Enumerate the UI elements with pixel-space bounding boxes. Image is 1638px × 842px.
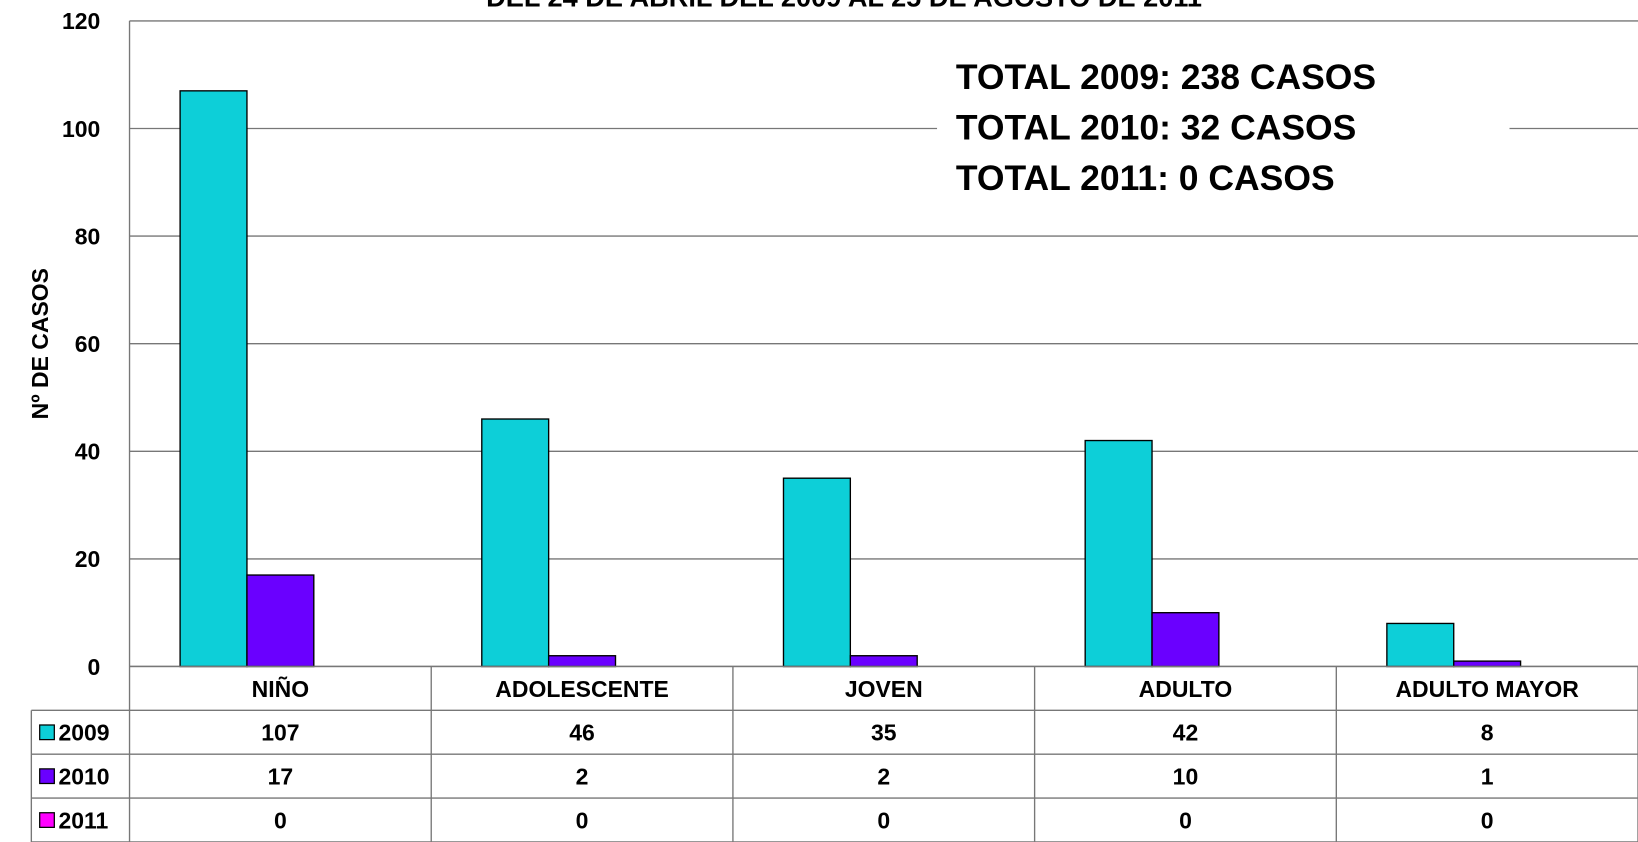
table-value: 17 xyxy=(268,764,294,790)
table-value: 0 xyxy=(576,807,589,833)
table-value: 2 xyxy=(877,764,890,790)
bar xyxy=(179,90,248,668)
y-tick-label: 120 xyxy=(62,8,100,34)
x-tick-label: ADULTO xyxy=(1139,676,1233,702)
y-tick-label: 20 xyxy=(75,546,101,572)
table-value: 107 xyxy=(261,720,299,746)
legend-swatch xyxy=(39,724,55,741)
table-value: 10 xyxy=(1173,764,1199,790)
legend-label: 2011 xyxy=(59,807,109,833)
table-value: 2 xyxy=(576,764,589,790)
legend-label: 2009 xyxy=(59,720,110,746)
bar xyxy=(1453,660,1522,668)
y-axis-label: Nº DE CASOS xyxy=(27,268,53,419)
annotation-box xyxy=(937,50,1510,201)
table-value: 42 xyxy=(1173,720,1199,746)
table-value: 0 xyxy=(1179,807,1192,833)
y-tick-label: 40 xyxy=(75,439,101,465)
table-value: 1 xyxy=(1481,764,1494,790)
y-tick-label: 80 xyxy=(75,223,101,249)
bar xyxy=(782,477,852,668)
bar xyxy=(547,655,617,668)
legend-swatch xyxy=(39,812,55,828)
bar xyxy=(1386,622,1455,668)
table-value: 0 xyxy=(877,807,890,833)
y-tick-label: 0 xyxy=(88,654,101,680)
chart-title: DEL 24 DE ABRIL DEL 2009 AL 25 DE AGOSTO… xyxy=(486,0,1202,12)
x-tick-label: NIÑO xyxy=(252,676,309,702)
bar xyxy=(246,574,315,668)
x-tick-label: ADULTO MAYOR xyxy=(1395,676,1579,702)
y-tick-label: 60 xyxy=(75,331,101,357)
bar xyxy=(1151,612,1220,668)
annotation: TOTAL 2009: 238 CASOS xyxy=(956,57,1376,97)
x-tick-label: ADOLESCENTE xyxy=(495,676,669,702)
bar xyxy=(849,655,918,668)
y-tick-label: 100 xyxy=(62,116,100,142)
table-value: 35 xyxy=(871,720,897,746)
table-value: 0 xyxy=(1481,807,1494,833)
annotation: TOTAL 2010: 32 CASOS xyxy=(956,107,1357,147)
bar xyxy=(1084,439,1153,668)
annotation: TOTAL 2011: 0 CASOS xyxy=(956,158,1335,198)
bar xyxy=(481,418,550,668)
table-value: 46 xyxy=(569,720,595,746)
legend-label: 2010 xyxy=(59,764,110,790)
legend-swatch xyxy=(39,768,55,785)
table-value: 0 xyxy=(274,807,287,833)
x-tick-label: JOVEN xyxy=(845,676,923,702)
table-value: 8 xyxy=(1481,720,1494,746)
